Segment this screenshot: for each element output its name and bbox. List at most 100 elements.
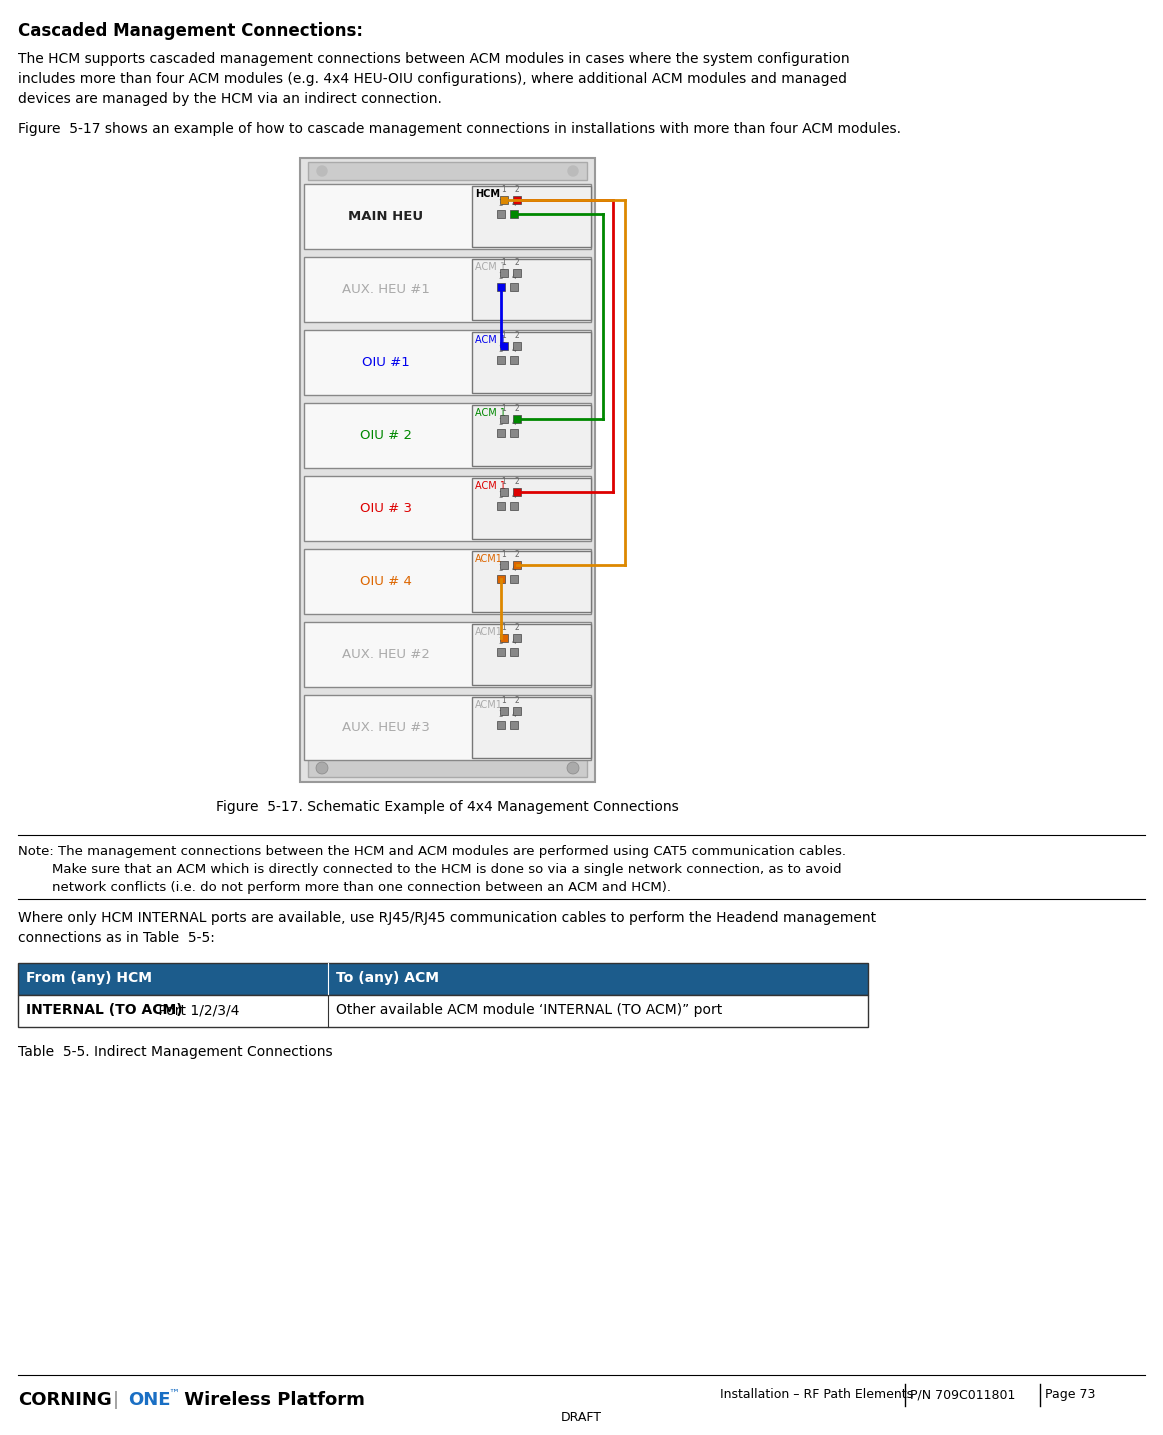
Text: 2: 2: [514, 550, 520, 560]
Text: 1: 1: [501, 623, 506, 631]
Text: HCM: HCM: [475, 189, 500, 199]
Text: AUX. HEU #1: AUX. HEU #1: [342, 283, 430, 296]
Text: |: |: [113, 1391, 119, 1409]
Bar: [304, 184, 591, 250]
Text: OIU # 3: OIU # 3: [361, 502, 412, 515]
Bar: [513, 561, 521, 570]
Bar: [500, 268, 508, 277]
Bar: [511, 575, 518, 583]
Text: 1: 1: [501, 331, 506, 340]
Text: 2: 2: [514, 405, 520, 413]
Text: 3: 3: [499, 273, 504, 281]
Text: 4: 4: [512, 273, 516, 281]
Text: ACM 1: ACM 1: [475, 481, 506, 491]
Bar: [513, 488, 521, 497]
Bar: [304, 403, 591, 468]
Text: 4: 4: [512, 344, 516, 354]
Text: MAIN HEU: MAIN HEU: [349, 210, 423, 222]
Bar: [497, 283, 505, 291]
Text: ACM 1: ACM 1: [475, 334, 506, 344]
Bar: [513, 707, 521, 715]
Text: 4: 4: [512, 564, 516, 573]
Text: Cascaded Management Connections:: Cascaded Management Connections:: [17, 22, 363, 40]
Text: 3: 3: [499, 344, 504, 354]
Bar: [300, 158, 595, 782]
Circle shape: [568, 762, 579, 773]
Text: Figure  5-17 shows an example of how to cascade management connections in instal: Figure 5-17 shows an example of how to c…: [17, 122, 901, 136]
Bar: [472, 258, 591, 320]
Bar: [472, 478, 591, 540]
Text: 2: 2: [514, 696, 520, 705]
Bar: [513, 342, 521, 350]
Text: 3: 3: [499, 418, 504, 428]
Bar: [497, 502, 505, 509]
Bar: [511, 649, 518, 656]
Text: INTERNAL (TO ACM): INTERNAL (TO ACM): [26, 1003, 183, 1017]
Text: From (any) HCM: From (any) HCM: [26, 971, 152, 984]
Bar: [304, 695, 591, 761]
Text: ONE: ONE: [128, 1391, 171, 1409]
Text: 3: 3: [499, 710, 504, 719]
Text: CORNING: CORNING: [17, 1391, 112, 1409]
Bar: [500, 197, 508, 204]
Bar: [500, 634, 508, 641]
Bar: [472, 331, 591, 393]
Text: 4: 4: [512, 199, 516, 208]
Bar: [511, 720, 518, 729]
Text: Wireless Platform: Wireless Platform: [178, 1391, 365, 1409]
Bar: [472, 697, 591, 758]
Bar: [511, 283, 518, 291]
Circle shape: [568, 166, 578, 177]
Text: ACM 1: ACM 1: [475, 263, 506, 273]
Text: 1: 1: [501, 696, 506, 705]
Bar: [472, 405, 591, 466]
Text: To (any) ACM: To (any) ACM: [336, 971, 438, 984]
Bar: [304, 621, 591, 687]
Text: ACM 1: ACM 1: [475, 408, 506, 418]
Bar: [500, 561, 508, 570]
Bar: [497, 429, 505, 438]
Text: The HCM supports cascaded management connections between ACM modules in cases wh: The HCM supports cascaded management con…: [17, 52, 850, 106]
Text: AUX. HEU #3: AUX. HEU #3: [342, 720, 430, 733]
Text: Installation – RF Path Elements: Installation – RF Path Elements: [720, 1388, 913, 1401]
Bar: [304, 257, 591, 321]
Circle shape: [316, 762, 328, 773]
Text: 2: 2: [514, 331, 520, 340]
Bar: [304, 330, 591, 395]
Bar: [472, 551, 591, 611]
Text: 1: 1: [501, 405, 506, 413]
Bar: [513, 415, 521, 423]
Text: 4: 4: [512, 710, 516, 719]
Bar: [497, 575, 505, 583]
Text: 3: 3: [499, 564, 504, 573]
Bar: [472, 187, 591, 247]
Text: 4: 4: [512, 491, 516, 499]
Text: ACM1: ACM1: [475, 554, 502, 564]
Bar: [497, 720, 505, 729]
Bar: [513, 268, 521, 277]
Text: 2: 2: [514, 623, 520, 631]
Bar: [511, 356, 518, 364]
Text: Other available ACM module ‘INTERNAL (TO ACM)” port: Other available ACM module ‘INTERNAL (TO…: [336, 1003, 722, 1017]
Text: 4: 4: [512, 418, 516, 428]
Text: Where only HCM INTERNAL ports are available, use RJ45/RJ45 communication cables : Where only HCM INTERNAL ports are availa…: [17, 911, 876, 944]
Text: 1: 1: [501, 550, 506, 560]
Text: OIU # 2: OIU # 2: [361, 429, 412, 442]
Text: DRAFT: DRAFT: [561, 1411, 602, 1424]
Bar: [513, 634, 521, 641]
Circle shape: [317, 166, 327, 177]
Bar: [500, 415, 508, 423]
Text: Port 1/2/3/4: Port 1/2/3/4: [154, 1003, 238, 1017]
Bar: [17, 963, 868, 994]
Text: Figure  5-17. Schematic Example of 4x4 Management Connections: Figure 5-17. Schematic Example of 4x4 Ma…: [216, 799, 679, 814]
Text: OIU #1: OIU #1: [362, 356, 409, 369]
Bar: [511, 429, 518, 438]
Text: 1: 1: [501, 258, 506, 267]
Text: 1: 1: [501, 185, 506, 194]
Text: ™: ™: [167, 1389, 179, 1399]
Bar: [513, 197, 521, 204]
Text: P/N 709C011801: P/N 709C011801: [909, 1388, 1015, 1401]
Text: 4: 4: [512, 637, 516, 646]
Bar: [511, 210, 518, 218]
Text: 2: 2: [514, 258, 520, 267]
